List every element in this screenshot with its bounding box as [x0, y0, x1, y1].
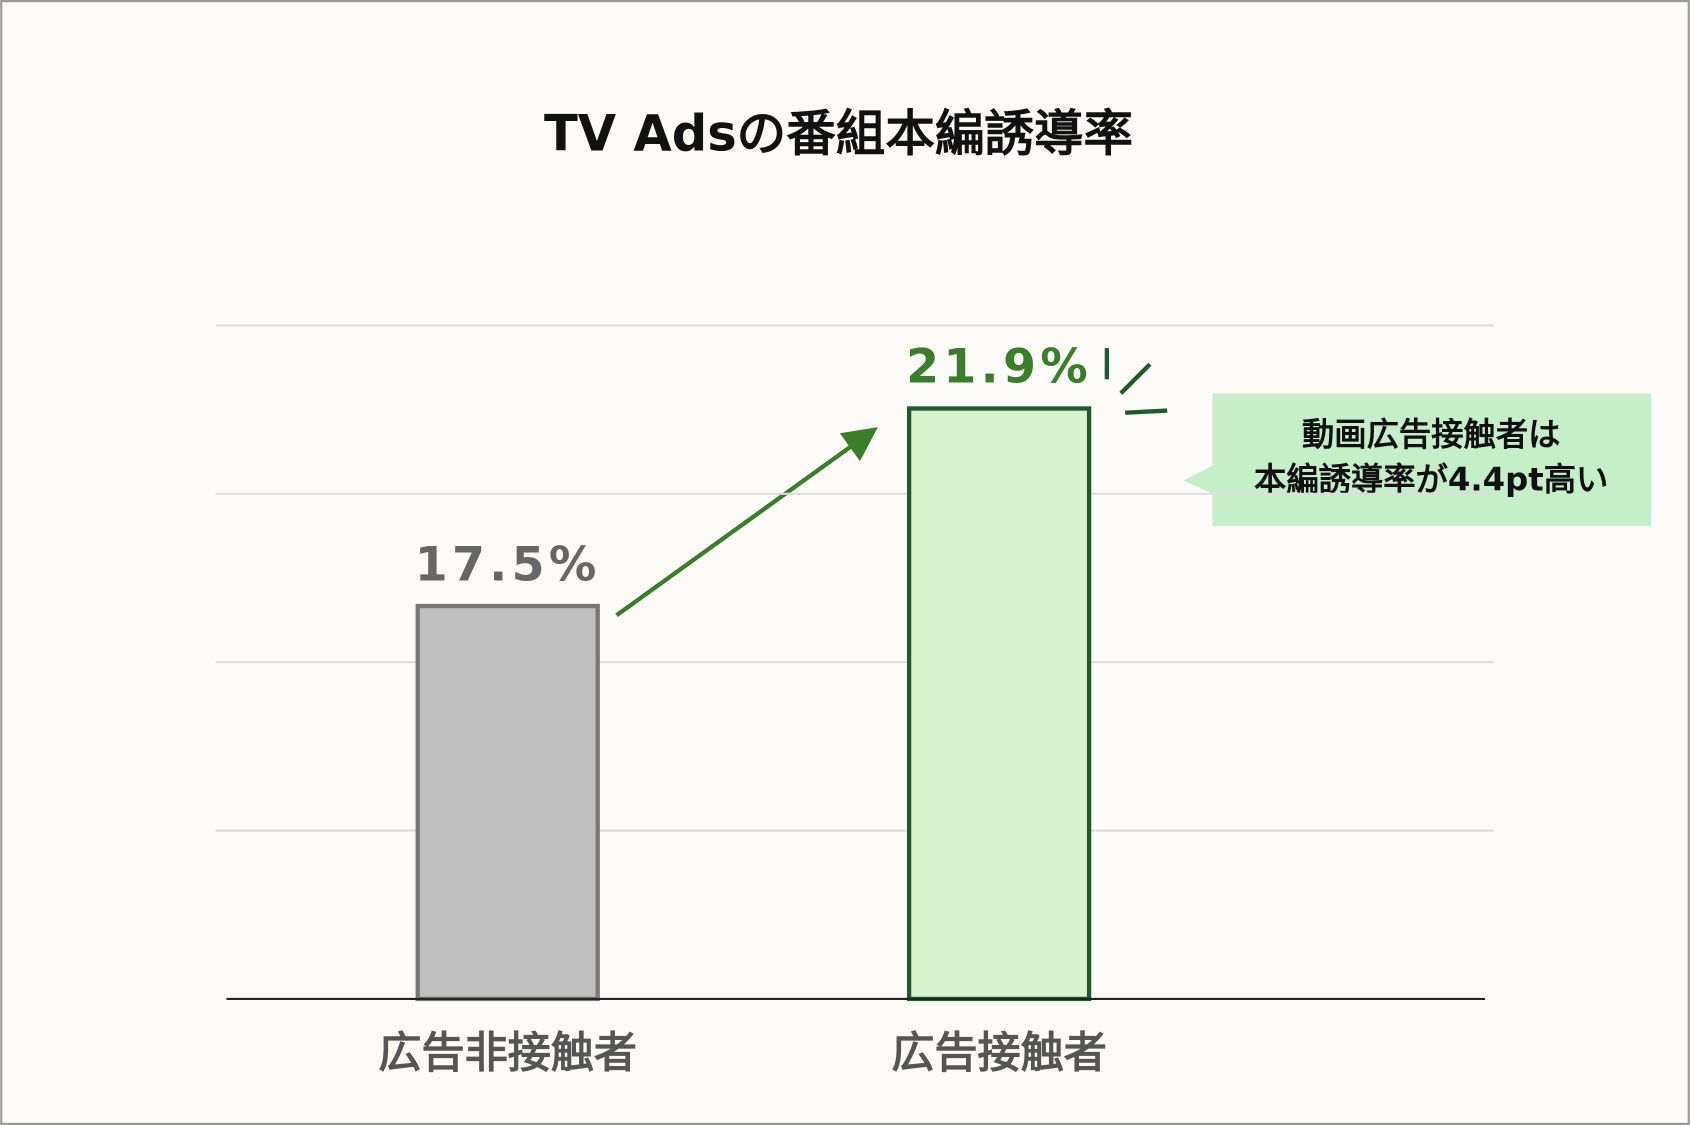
callout: [1183, 393, 1652, 526]
x-tick-label: 広告非接触者: [378, 1029, 637, 1079]
bar: [906, 406, 1092, 1002]
bar: [415, 603, 600, 1002]
callout-text: 動画広告接触者は: [1302, 415, 1561, 453]
x-tick-label: 広告接触者: [891, 1029, 1106, 1079]
value-label: 21.9%: [906, 340, 1092, 395]
arrow: [615, 427, 878, 618]
chart-title: TV Adsの番組本編誘導率: [544, 104, 1133, 162]
callout-text: 本編誘導率が4.4pt高い: [1254, 461, 1608, 499]
value-label: 17.5%: [415, 537, 601, 592]
sparkle: [1104, 348, 1168, 415]
